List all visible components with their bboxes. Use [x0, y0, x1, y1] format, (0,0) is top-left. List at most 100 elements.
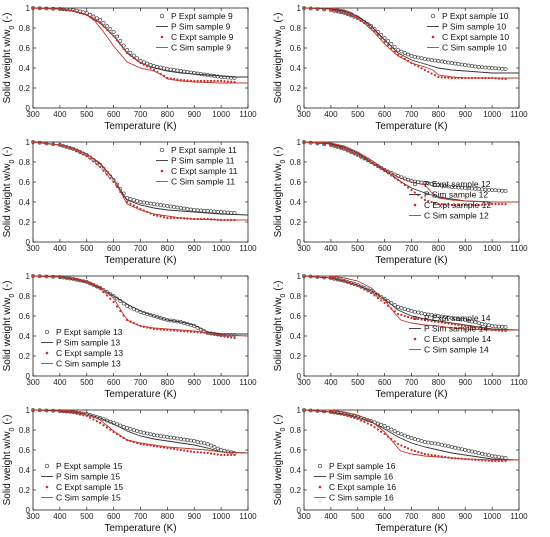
series-line — [32, 275, 248, 335]
series-point — [420, 318, 423, 321]
series-point — [213, 79, 216, 83]
legend-entry: P Sim sample 15 — [56, 472, 120, 482]
series-point — [226, 335, 229, 339]
legend-entry: P Sim sample 14 — [424, 324, 488, 334]
series-point — [172, 68, 176, 72]
series-point — [178, 69, 183, 73]
series-point — [132, 204, 135, 207]
x-tick-label: 1100 — [510, 512, 528, 521]
series-point — [175, 68, 180, 73]
x-tick-label: 300 — [297, 244, 311, 253]
series-point — [473, 64, 478, 69]
series-point — [203, 79, 206, 83]
series-point — [393, 176, 396, 179]
series-point — [148, 201, 153, 206]
series-line — [303, 275, 520, 331]
x-axis-label: Temperature (K) — [375, 255, 447, 266]
x-tick-label: 600 — [378, 244, 392, 253]
x-tick-label: 700 — [405, 378, 419, 387]
series-line — [303, 409, 520, 461]
x-tick-label: 900 — [459, 512, 473, 521]
y-tick-label: 0.2 — [290, 218, 302, 227]
series-point — [437, 75, 440, 79]
series-point — [329, 410, 332, 414]
series-point — [62, 410, 65, 413]
legend-entry: C Expt sample 14 — [424, 334, 491, 344]
series-point — [460, 203, 463, 207]
y-tick-label: 1 — [297, 272, 302, 281]
series-point — [125, 51, 129, 55]
y-axis-label: Solid weight w/w0(-) — [273, 415, 287, 506]
legend-entry: C Sim sample 16 — [329, 493, 394, 503]
series-point — [219, 210, 224, 214]
y-tick-label: 0.8 — [19, 426, 31, 435]
x-tick-label: 300 — [297, 110, 311, 119]
x-tick-label: 300 — [297, 378, 311, 387]
x-tick-label: 500 — [80, 244, 94, 253]
series-point — [450, 322, 453, 326]
y-tick-label: 0.6 — [290, 178, 302, 187]
series-point — [500, 324, 505, 329]
series-point — [466, 448, 471, 453]
x-axis-label: Temperature (K) — [104, 255, 176, 266]
series-point — [158, 65, 163, 70]
series-point — [433, 201, 437, 205]
legend-entry: P Expt sample 14 — [424, 313, 491, 323]
x-tick-label: 900 — [459, 378, 473, 387]
series-point — [423, 440, 427, 444]
series-point — [449, 61, 454, 65]
series-point — [423, 452, 427, 456]
series-point — [360, 419, 363, 422]
series-point — [165, 67, 170, 71]
series-point — [419, 56, 424, 61]
x-tick-label: 600 — [378, 512, 392, 521]
series-point — [346, 414, 349, 418]
series-point — [192, 439, 197, 443]
legend-swatch — [412, 181, 418, 187]
series-point — [402, 51, 407, 55]
x-tick-label: 1000 — [212, 378, 230, 387]
series-point — [447, 76, 450, 79]
y-tick-label: 0.6 — [19, 178, 31, 187]
series-point — [467, 203, 470, 207]
series-point — [162, 216, 166, 219]
series-point — [474, 203, 477, 207]
y-tick-label: 0.6 — [290, 44, 302, 53]
series-point — [409, 436, 414, 440]
legend-swatch — [431, 35, 435, 39]
series-point — [122, 47, 125, 50]
series-point — [169, 447, 172, 450]
series-point — [436, 59, 441, 63]
series-point — [360, 155, 363, 159]
series-point — [470, 449, 474, 454]
series-point — [373, 163, 376, 167]
series-point — [162, 66, 166, 71]
series-point — [219, 448, 224, 452]
series-point — [138, 430, 143, 434]
series-point — [473, 320, 478, 325]
legend-entry: C Sim sample 13 — [56, 359, 121, 369]
series-point — [496, 455, 501, 459]
x-tick-label: 800 — [432, 512, 446, 521]
series-point — [185, 207, 190, 211]
series-point — [382, 424, 387, 428]
series-point — [99, 421, 102, 425]
series-point — [406, 434, 411, 439]
series-point — [230, 336, 233, 339]
series-point — [119, 43, 122, 46]
legend-entry: C Sim sample 12 — [424, 211, 489, 221]
series-point — [416, 55, 421, 60]
y-tick-label: 0.2 — [290, 84, 302, 93]
series-point — [423, 318, 427, 322]
y-axis-label: Solid weight w/w0(-) — [2, 281, 16, 372]
x-tick-label: 300 — [297, 512, 311, 521]
series-point — [379, 295, 384, 299]
y-tick-label: 0.4 — [19, 332, 31, 341]
series-point — [115, 34, 119, 39]
series-point — [433, 74, 437, 77]
x-tick-label: 400 — [53, 110, 67, 119]
series-point — [443, 76, 447, 79]
y-axis-label: Solid weight w/w0(-) — [2, 13, 16, 104]
series-point — [82, 414, 85, 417]
series-point — [225, 449, 230, 454]
